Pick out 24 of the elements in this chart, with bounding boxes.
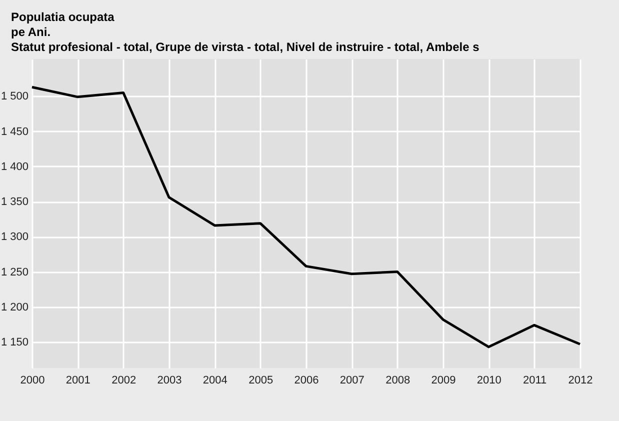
x-tick-label: 2012: [568, 374, 593, 386]
x-tick-label: 2005: [248, 374, 274, 386]
x-tick-label: 2011: [523, 374, 547, 386]
y-tick-label: 1 250: [0, 266, 28, 278]
y-tick-label: 1 400: [0, 160, 28, 173]
x-tick-label: 2007: [340, 374, 364, 386]
x-tick-label: 2010: [476, 374, 502, 386]
x-tick-label: 2008: [386, 374, 410, 386]
x-tick-label: 2006: [294, 374, 319, 386]
y-tick-label: 1 150: [0, 336, 28, 349]
y-tick-label: 1 200: [0, 301, 28, 314]
x-tick-label: 2002: [112, 374, 136, 386]
y-tick-label: 1 500: [0, 90, 28, 103]
y-tick-label: 1 350: [0, 196, 28, 208]
x-tick-label: 2000: [20, 374, 45, 386]
y-tick-label: 1 300: [0, 231, 28, 244]
x-tick-label: 2004: [202, 374, 228, 386]
chart-title: Populatia ocupata: [11, 10, 116, 25]
x-tick-label: 2003: [157, 374, 182, 386]
y-tick-label: 1 450: [0, 126, 28, 138]
chart-subtitle: pe Ani. Statut profesional - total, Grupe de virsta - total, Nivel de instruire - total, Ambele s: [11, 25, 480, 55]
line-series: [30, 86, 582, 348]
x-tick-label: 2009: [431, 374, 456, 386]
x-tick-label: 2001: [66, 374, 90, 386]
